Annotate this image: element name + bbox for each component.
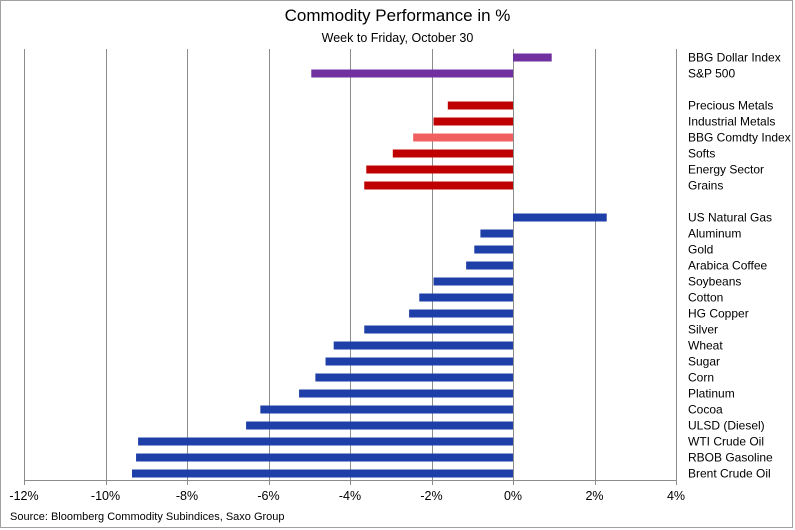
x-tick-label: 2% [585, 489, 603, 503]
bar [433, 277, 513, 286]
bar [315, 373, 513, 382]
x-tick-label: -8% [176, 489, 198, 503]
x-tick-label: -6% [257, 489, 279, 503]
x-tick-label: -10% [91, 489, 120, 503]
category-label: Corn [688, 371, 714, 385]
category-label: Softs [688, 147, 715, 161]
category-label: Industrial Metals [688, 115, 775, 129]
bar [366, 165, 513, 174]
chart-subtitle: Week to Friday, October 30 [321, 31, 474, 45]
bar [474, 245, 513, 254]
category-label: BBG Dollar Index [688, 51, 781, 65]
category-label: Brent Crude Oil [688, 467, 771, 481]
bar [136, 453, 513, 462]
category-label: Cotton [688, 291, 723, 305]
bar [333, 341, 513, 350]
category-label: Soybeans [688, 275, 741, 289]
category-label: Energy Sector [688, 163, 764, 177]
bar [409, 309, 513, 318]
category-label: HG Copper [688, 307, 749, 321]
category-label: Aluminum [688, 227, 741, 241]
bar [364, 325, 513, 334]
category-label: Gold [688, 243, 713, 257]
x-tick-label: 0% [504, 489, 522, 503]
bar [246, 421, 513, 430]
x-tick-label: -12% [9, 489, 38, 503]
category-label: Arabica Coffee [688, 259, 767, 273]
bar [513, 53, 552, 62]
bar [299, 389, 513, 398]
bar [138, 437, 513, 446]
category-label: Precious Metals [688, 99, 773, 113]
bar [325, 357, 513, 366]
bar [392, 149, 513, 158]
x-tick-label: -4% [339, 489, 361, 503]
bar [131, 469, 514, 478]
category-label: RBOB Gasoline [688, 451, 773, 465]
bar [364, 181, 513, 190]
x-tick-label: -2% [420, 489, 442, 503]
category-label: Sugar [688, 355, 720, 369]
bar [311, 69, 513, 78]
category-label: Wheat [688, 339, 723, 353]
bar [433, 117, 513, 126]
x-tick-label: 4% [667, 489, 685, 503]
category-label: Platinum [688, 387, 735, 401]
category-label: BBG Comdty Index [688, 131, 791, 145]
bar [413, 133, 513, 142]
category-label: ULSD (Diesel) [688, 419, 765, 433]
bar [260, 405, 513, 414]
bar [466, 261, 513, 270]
source-note: Source: Bloomberg Commodity Subindices, … [10, 511, 285, 523]
bar [480, 229, 513, 238]
category-label: Cocoa [688, 403, 723, 417]
chart-title: Commodity Performance in % [284, 6, 511, 25]
category-label: S&P 500 [688, 67, 735, 81]
category-label: Grains [688, 179, 723, 193]
category-label: WTI Crude Oil [688, 435, 764, 449]
bar [447, 101, 513, 110]
category-label: US Natural Gas [688, 211, 772, 225]
category-label: Silver [688, 323, 718, 337]
bar [513, 213, 607, 222]
bar [419, 293, 513, 302]
